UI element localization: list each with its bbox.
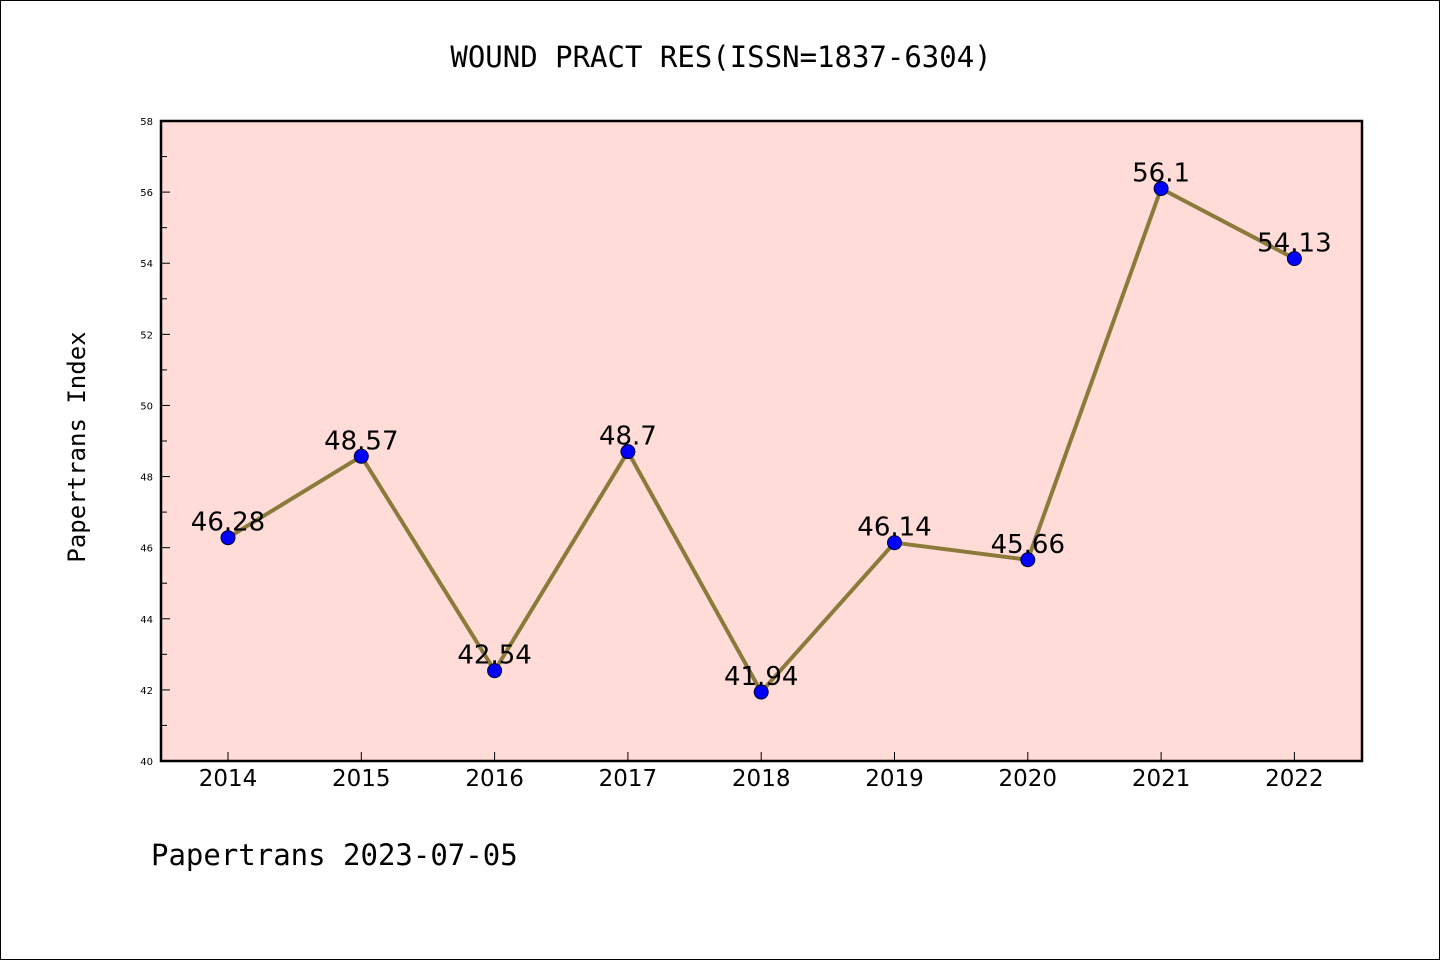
- y-axis-label: Papertrans Index: [63, 331, 91, 562]
- x-tick-label: 2022: [1265, 766, 1324, 792]
- y-tick-label: 44: [140, 615, 153, 626]
- y-tick-label: 42: [140, 686, 153, 697]
- x-tick-label: 2021: [1132, 766, 1191, 792]
- data-label: 41.94: [724, 662, 798, 692]
- data-point: [887, 535, 902, 551]
- footer-date: Papertrans 2023-07-05: [151, 838, 518, 872]
- y-tick-label: 54: [140, 259, 153, 270]
- plot-area: [159, 119, 1364, 763]
- y-tick-label: 58: [140, 117, 153, 128]
- data-point: [620, 444, 636, 460]
- y-tick-label: 46: [140, 544, 153, 555]
- data-label: 42.54: [457, 641, 531, 671]
- data-label: 56.1: [1132, 159, 1190, 189]
- data-point: [1020, 552, 1036, 568]
- data-label: 48.7: [599, 422, 657, 452]
- series: [220, 181, 1302, 700]
- data-label: 46.14: [857, 513, 931, 543]
- x-tick-label: 2015: [332, 766, 391, 792]
- x-axis: 2014 2015 2016 2017 2018 2019 2020 2021 2022: [199, 752, 1324, 792]
- data-label: 46.28: [191, 508, 265, 538]
- y-tick-label: 56: [140, 188, 153, 199]
- data-point: [1286, 251, 1302, 267]
- y-tick-label: 48: [140, 473, 153, 484]
- x-tick-label: 2016: [465, 766, 524, 792]
- data-point: [1153, 181, 1169, 197]
- data-point: [753, 684, 769, 700]
- y-tick-label: 52: [140, 330, 153, 341]
- x-tick-label: 2018: [732, 766, 791, 792]
- y-tick-label: 50: [140, 401, 153, 412]
- x-tick-label: 2019: [865, 766, 924, 792]
- data-point: [353, 448, 369, 464]
- data-label: 48.57: [324, 426, 398, 456]
- data-label: 54.13: [1257, 229, 1331, 259]
- data-point: [487, 663, 503, 679]
- y-axis: 40 42 44 46 48 50 52 54 56 58: [140, 117, 170, 768]
- x-tick-label: 2017: [599, 766, 658, 792]
- data-label: 45.66: [991, 530, 1065, 560]
- data-labels: 46.28 48.57 42.54 48.7 41.94 46.14 45.66 56.1 54…: [191, 159, 1332, 692]
- y-tick-label: 40: [140, 757, 153, 768]
- x-tick-label: 2020: [999, 766, 1058, 792]
- data-point: [220, 530, 236, 546]
- x-tick-label: 2014: [199, 766, 258, 792]
- chart-title: WOUND PRACT RES(ISSN=1837-6304): [450, 40, 991, 74]
